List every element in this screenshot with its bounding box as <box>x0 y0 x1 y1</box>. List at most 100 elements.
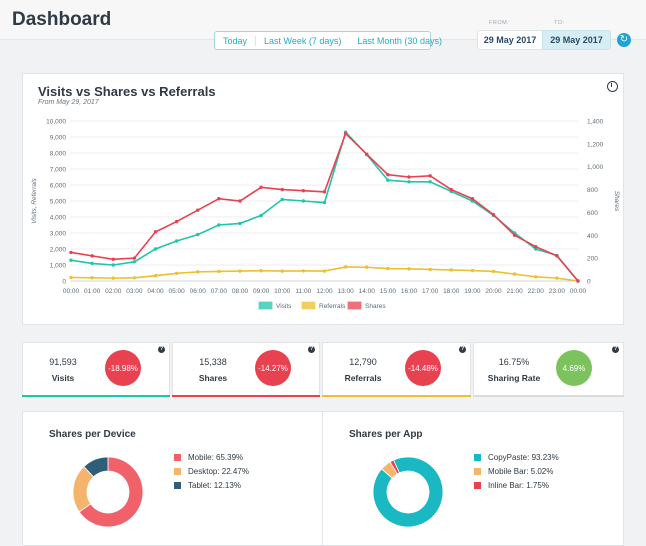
shares-point <box>111 257 115 261</box>
visits-point <box>132 260 137 264</box>
referrals-point <box>217 269 221 274</box>
donut-chart <box>72 456 144 528</box>
x-tick-label: 19:00 <box>464 288 481 295</box>
visits-point <box>280 197 284 202</box>
shares-point <box>322 190 327 194</box>
shares-point <box>534 245 538 249</box>
stat-value: 15,338 <box>199 357 227 367</box>
donut-slice <box>78 456 144 528</box>
help-icon[interactable]: ? <box>612 346 619 353</box>
visits-series-line <box>70 130 579 282</box>
donut-chart <box>372 456 444 528</box>
legend-swatch <box>474 453 481 461</box>
top-header: Dashboard Today Last Week (7 days) Last … <box>0 0 646 50</box>
stat-label: Shares <box>198 373 228 383</box>
stat-change-badge: -18.98% <box>105 350 141 386</box>
stat-label: Visits <box>51 373 75 383</box>
refresh-icon[interactable]: ↻ <box>617 33 631 47</box>
x-tick-label: 02:00 <box>105 288 122 295</box>
shares-point <box>555 254 559 258</box>
visits-chart-card: Visits vs Shares vs Referrals From May 2… <box>22 73 624 325</box>
referrals-point <box>132 276 137 280</box>
x-tick-label: 11:00 <box>295 288 311 295</box>
referrals-point <box>196 270 200 274</box>
shares-point <box>343 131 348 136</box>
x-tick-label: 14:00 <box>359 288 376 295</box>
to-label: TO: <box>554 20 565 26</box>
line-chart: 0 1,000 2,000 3,000 4,000 5,000 6,000 7,000 8,00… <box>31 119 620 311</box>
range-today[interactable]: Today <box>215 35 257 46</box>
y2-tick-label: 800 <box>587 187 598 194</box>
referrals-point <box>365 265 369 269</box>
page-title: Dashboard <box>12 9 112 30</box>
shares-point <box>217 197 221 201</box>
shares-point <box>259 185 263 189</box>
clock-icon[interactable] <box>607 81 618 92</box>
visits-point <box>322 200 327 205</box>
shares-point <box>196 208 200 212</box>
visits-point <box>69 258 73 262</box>
referrals-point <box>69 275 73 280</box>
to-date-field[interactable]: 29 May 2017 <box>542 30 611 50</box>
referrals-point <box>174 271 179 276</box>
referrals-point <box>111 276 115 280</box>
legend-label: Desktop: 22.47% <box>188 466 249 476</box>
y2-tick-label: 1,200 <box>587 141 604 148</box>
pie-card-0: Shares per Device Mobile: 65.39% Desktop: … <box>22 411 324 546</box>
x-tick-label: 18:00 <box>443 288 460 295</box>
legend-swatch <box>174 453 181 461</box>
pie-legend: Mobile: 65.39% Desktop: 22.47% Tablet: 12.… <box>174 450 249 492</box>
visits-point <box>217 223 221 227</box>
visits-point <box>111 263 115 267</box>
referrals-point <box>470 268 475 273</box>
stat-accent-bar <box>172 395 320 397</box>
visits-point <box>153 247 158 251</box>
x-tick-label: 08:00 <box>232 288 249 295</box>
shares-point <box>428 174 432 178</box>
shares-point <box>301 189 306 193</box>
donut-slice <box>389 459 400 475</box>
referrals-point <box>259 269 263 273</box>
visits-legend-label: Visits <box>276 303 292 310</box>
referrals-point <box>322 269 327 273</box>
y2-tick-label: 600 <box>587 210 598 217</box>
shares-series-line <box>70 132 579 282</box>
help-icon[interactable]: ? <box>308 346 315 353</box>
from-label: FROM: <box>489 20 510 26</box>
referrals-point <box>512 272 517 276</box>
legend-label: Tablet: 12.13% <box>188 480 241 490</box>
visits-point <box>90 261 94 266</box>
stat-accent-bar <box>322 395 471 397</box>
x-tick-label: 00:00 <box>63 288 80 295</box>
help-icon[interactable]: ? <box>158 346 165 353</box>
help-icon[interactable]: ? <box>459 346 466 353</box>
stat-change-badge: -14.27% <box>255 350 291 386</box>
referrals-point <box>386 266 390 271</box>
shares-point <box>90 254 94 258</box>
visits-point <box>259 213 263 218</box>
from-date-field[interactable]: 29 May 2017 <box>477 30 543 50</box>
shares-point <box>132 256 137 260</box>
chart-subtitle: From May 29, 2017 <box>38 99 99 106</box>
x-tick-label: 23:00 <box>549 288 566 295</box>
range-last-week[interactable]: Last Week (7 days) <box>264 35 342 46</box>
visits-point <box>386 178 390 182</box>
y2-axis-label: Shares <box>613 191 620 212</box>
pie-title: Shares per App <box>349 429 423 440</box>
range-last-month[interactable]: Last Month (30 days) <box>357 35 442 46</box>
stat-accent-bar <box>22 395 170 397</box>
chart-title: Visits vs Shares vs Referrals <box>38 84 216 99</box>
shares-point <box>174 219 179 224</box>
referrals-legend-label: Referrals <box>319 303 346 310</box>
legend-swatch <box>474 481 481 489</box>
stat-change-badge: 4.69% <box>556 350 592 386</box>
legend-item: Mobile: 65.39% <box>174 450 249 464</box>
referrals-point <box>449 268 453 272</box>
y-tick-label: 7,000 <box>50 167 67 174</box>
y-tick-label: 6,000 <box>50 183 67 190</box>
legend-item: CopyPaste: 93.23% <box>474 450 559 464</box>
shares-point <box>449 187 453 192</box>
stat-label: Referrals <box>344 373 382 383</box>
x-tick-label: 20:00 <box>485 288 502 295</box>
x-tick-label: 13:00 <box>337 288 354 295</box>
